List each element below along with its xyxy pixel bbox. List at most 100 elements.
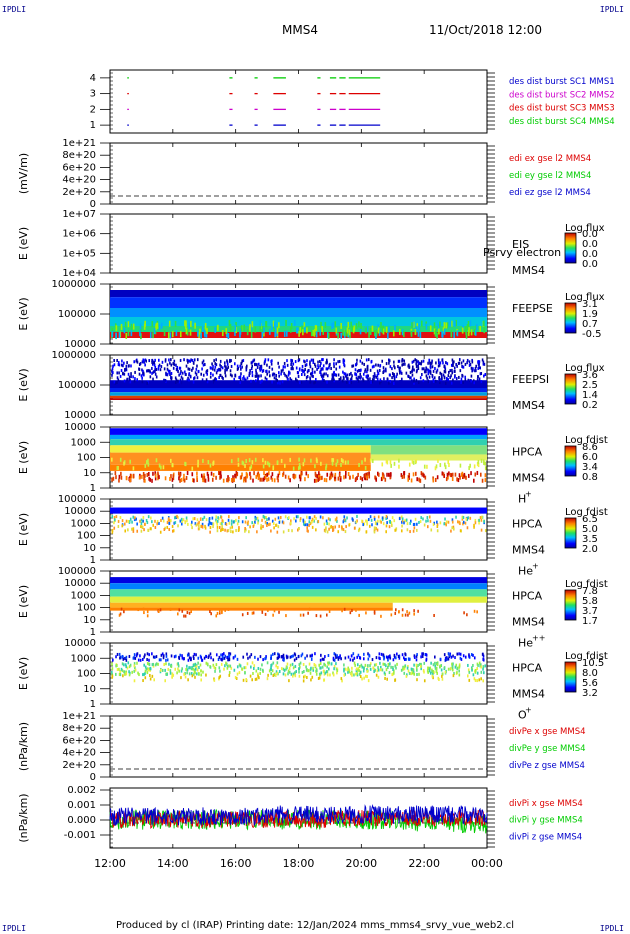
hpca_h-spectrum-pixel — [207, 474, 210, 479]
hpca_he-spectrum-pixel — [307, 529, 309, 533]
hpca_o-spectrum-pixel — [212, 663, 215, 667]
hpca_o-spectrum-pixel — [259, 671, 261, 675]
feepse-spectrum-pixel — [259, 325, 262, 332]
feepsi-spectrum-pixel — [311, 374, 313, 378]
feepsi-spectrum-pixel — [415, 365, 418, 369]
feepse-spectrum-pixel — [200, 332, 202, 339]
feepsi-spectrum-pixel — [283, 371, 285, 375]
hpca_h-spectrum-pixel — [342, 459, 344, 464]
hpca_o-spectrum-pixel — [186, 668, 189, 672]
feepsi-spectrum-pixel — [157, 367, 160, 371]
feepsi-spectrum-pixel — [254, 362, 256, 366]
feepse-spectrum-pixel — [197, 330, 199, 337]
hpca_o-spectrum-pixel — [429, 666, 431, 670]
hpca_h-spectrum-pixel — [456, 477, 458, 482]
feepsi-spectrum-pixel — [147, 369, 149, 373]
hpca_h-spectrum-pixel — [237, 457, 240, 462]
feepsi-spectrum-pixel — [326, 374, 329, 378]
hpca_h-spectrum-pixel — [144, 478, 146, 483]
hpca_o-spectrum-pixel — [356, 671, 358, 675]
hpca_he-spectrum-pixel — [356, 519, 358, 523]
hpca_h-spectrum-pixel — [458, 473, 461, 478]
feepsi-spectrum-pixel — [338, 359, 341, 363]
hpca_o-spectrum-pixel — [142, 657, 144, 661]
feepsi-spectrum-pixel — [294, 360, 297, 364]
hpca_he-spectrum-pixel — [386, 521, 388, 525]
hpca_o-spectrum-pixel — [320, 671, 323, 675]
feepse-spectrum-pixel — [436, 332, 438, 339]
hpca_o-ytick-label: 100 — [77, 669, 96, 680]
hpca_o-spectrum-pixel — [146, 652, 149, 656]
hpca_he-spectrum-pixel — [443, 522, 446, 526]
hpca_h-spectrum-pixel — [314, 464, 316, 469]
hpca_o-spectrum-pixel — [392, 665, 394, 669]
hpca_o-spectrum-pixel — [358, 669, 361, 673]
hpca_he-spectrum-pixel — [229, 526, 232, 530]
feepsi-spectrum-pixel — [332, 377, 335, 381]
hpca_o-spectrum-pixel — [407, 664, 409, 668]
feepse-spectrum-pixel — [351, 325, 354, 332]
feepse-spectrum-pixel — [273, 321, 276, 328]
hpca_o-spectrum-pixel — [111, 675, 114, 679]
feepsi-spectrum-pixel — [210, 366, 212, 370]
hpca_o-spectrum-pixel — [298, 670, 300, 674]
feepse-spectrum-pixel — [346, 327, 349, 334]
divpe-ylabel: (nPa/km) — [17, 722, 30, 771]
hpca_h-spectrum-pixel — [344, 460, 347, 465]
hpca_h-spectrum-pixel — [158, 463, 161, 468]
feepsi-spectrum-pixel — [116, 358, 118, 362]
hpca_he-spectrum-pixel — [226, 529, 229, 533]
hpca_o-spectrum-pixel — [428, 669, 431, 673]
burst-legend-entry: des dist burst SC3 MMS3 — [509, 104, 615, 114]
feepsi-spectrum-pixel — [399, 366, 401, 370]
feepsi-spectrum-pixel — [219, 363, 221, 367]
hpca_he-spectrum-pixel — [140, 529, 143, 533]
hpca_he-spectrum-pixel — [185, 516, 188, 520]
hpca_h-spectrum-pixel — [340, 462, 342, 467]
feepsi-spectrum-pixel — [280, 372, 282, 376]
hpca_hepp-spectrum-pixel — [123, 610, 125, 614]
feepsi-spectrum-band — [110, 380, 487, 388]
hpca_o-spectrum-pixel — [420, 664, 422, 668]
hpca_o-spectrum-pixel — [193, 652, 196, 656]
hpca_o-spectrum-pixel — [287, 669, 290, 673]
hpca_he-spectrum-pixel — [337, 530, 340, 534]
feepsi-spectrum-pixel — [438, 376, 441, 380]
feepsi-spectrum-pixel — [180, 375, 183, 379]
hpca_hepp-spectrum-pixel — [227, 607, 230, 611]
hpca_he-spectrum-pixel — [274, 517, 277, 521]
feepsi-spectrum-pixel — [412, 365, 414, 369]
hpca_h-spectrum-pixel — [271, 472, 274, 477]
feepsi-spectrum-pixel — [130, 364, 132, 368]
hpca_hepp-ytick-label: 1 — [90, 627, 96, 638]
hpca_o-spectrum-pixel — [227, 658, 229, 662]
hpca_h-spectrum-pixel — [267, 461, 269, 466]
hpca_h-spectrum-pixel — [203, 478, 206, 483]
feepsi-spectrum-pixel — [350, 371, 352, 375]
feepsi-spectrum-pixel — [148, 359, 151, 363]
hpca_he-spectrum-pixel — [111, 528, 114, 532]
hpca_o-spectrum-pixel — [119, 670, 121, 674]
hpca_h-spectrum-pixel — [196, 471, 198, 476]
feepsi-spectrum-pixel — [365, 375, 368, 379]
hpca_o-spectrum-pixel — [336, 654, 338, 658]
hpca_o-spectrum-pixel — [382, 654, 385, 658]
hpca_o-spectrum-pixel — [295, 657, 298, 661]
hpca_he-spectrum-pixel — [480, 528, 483, 532]
hpca_o-spectrum-pixel — [423, 679, 426, 683]
hpca_o-spectrum-pixel — [452, 674, 455, 678]
feepsi-spectrum-pixel — [160, 365, 163, 369]
feepsi-spectrum-pixel — [388, 381, 390, 385]
hpca_he-spectrum-pixel — [265, 515, 267, 519]
hpca_h-spectrum-pixel — [388, 472, 390, 477]
hpca_he-spectrum-pixel — [179, 519, 182, 523]
hpca_he-spectrum-pixel — [385, 530, 387, 534]
hpca_o-spectrum-pixel — [137, 671, 139, 675]
hpca_o-spectrum-pixel — [288, 679, 290, 683]
hpca_he-spectrum-pixel — [418, 521, 420, 525]
feepsi-spectrum-pixel — [266, 363, 268, 367]
hpca_o-spectrum-pixel — [288, 666, 291, 670]
hpca_h-spectrum-pixel — [144, 463, 147, 468]
hpca_o-spectrum-pixel — [356, 655, 358, 659]
